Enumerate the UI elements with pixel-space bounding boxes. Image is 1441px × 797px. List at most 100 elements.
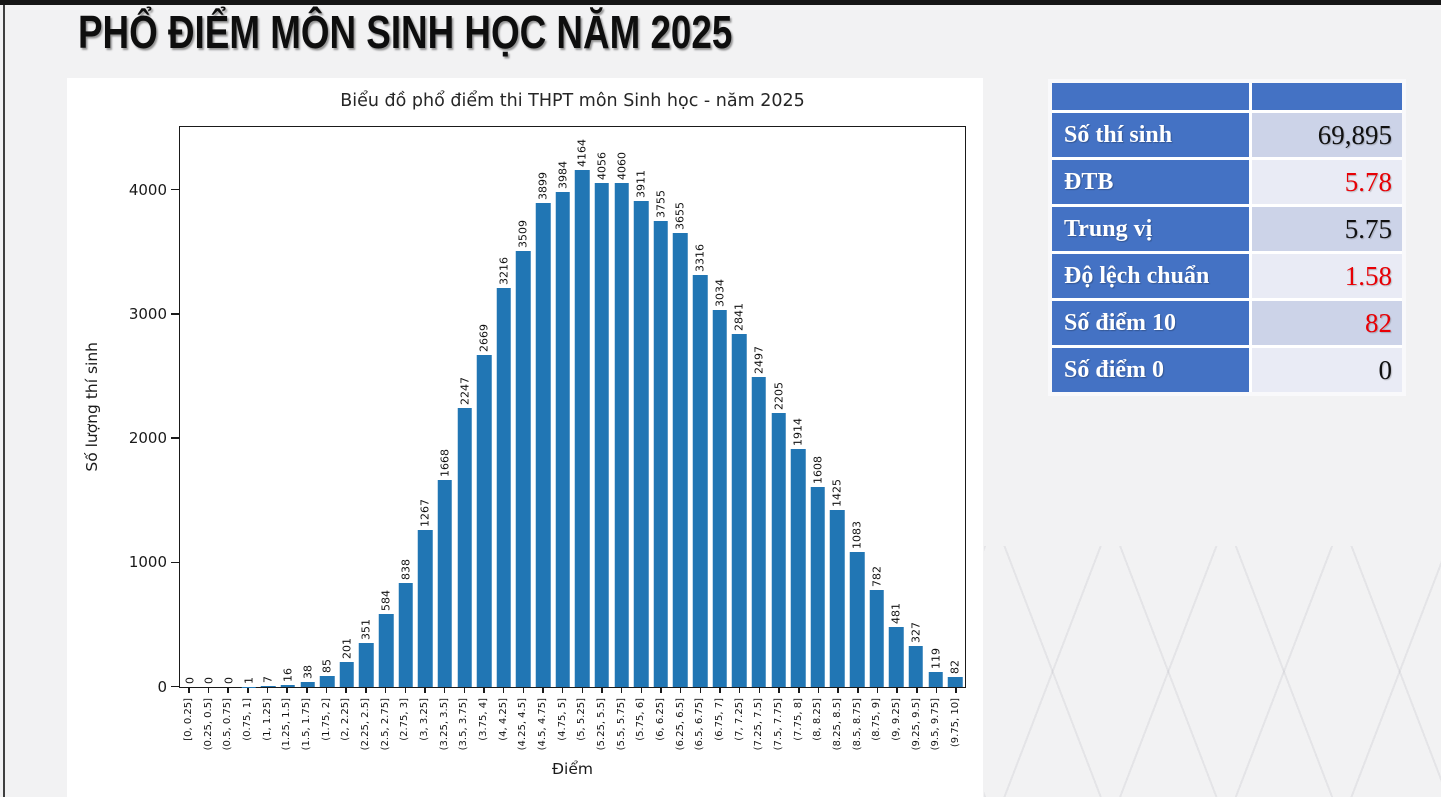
bar	[594, 183, 610, 687]
bar	[790, 449, 806, 687]
bar	[830, 509, 845, 687]
bar-value-label: 0	[202, 677, 216, 684]
left-border-line	[3, 5, 5, 797]
bar-value-label: 82	[948, 659, 962, 674]
bar-slot: 3316	[690, 127, 710, 687]
x-ticklabel: (1.25, 1.5]	[281, 698, 293, 751]
bar	[535, 202, 551, 687]
x-tickmark	[384, 688, 387, 693]
y-ticklabel: 2000	[128, 429, 167, 448]
stats-table: Số thí sinh 69,895 ĐTB 5.78 Trung vị 5.75 Độ l…	[1052, 83, 1402, 392]
x-tickmark	[561, 688, 564, 693]
bar-slot: 0	[180, 127, 200, 687]
bar	[673, 232, 688, 687]
bar-value-label: 584	[379, 590, 393, 612]
bar-slot: 7	[259, 127, 279, 687]
bar-value-label: 1083	[850, 521, 864, 550]
bar-slot: 1425	[828, 127, 848, 687]
x-axis-tickmarks	[179, 688, 966, 694]
bar-value-label: 1267	[418, 498, 432, 527]
bar-slot: 2497	[749, 127, 769, 687]
x-tickmark	[660, 688, 662, 693]
x-tickmark	[345, 688, 347, 693]
chart-title: Biểu đồ phổ điểm thi THPT môn Sinh học -…	[340, 91, 805, 111]
x-tickmark	[483, 688, 485, 693]
bar-value-label: 3755	[654, 189, 668, 218]
bar	[614, 182, 629, 687]
x-ticklabel: (4.75, 5]	[556, 698, 568, 741]
x-ticklabel: (1.75, 2]	[320, 698, 332, 741]
bar-slot: 201	[337, 127, 357, 687]
bar-value-label: 3899	[536, 171, 550, 200]
x-ticklabel-cell: (6.75, 7]	[710, 698, 730, 750]
bar	[810, 487, 826, 687]
background-diamond-pattern	[984, 546, 1441, 797]
bar-slot: 1668	[435, 127, 455, 687]
x-ticklabel-cell: (2.25, 2.5]	[356, 698, 376, 750]
x-tickmark	[188, 688, 190, 693]
y-ticklabel: 3000	[128, 304, 167, 323]
bar-slot: 119	[926, 127, 946, 687]
x-ticklabel: (4.5, 4.75]	[536, 698, 548, 751]
x-ticklabel: (1.5, 1.75]	[300, 698, 312, 751]
bar-value-label: 4060	[615, 151, 629, 180]
bar	[398, 582, 413, 687]
stats-row-value: 1.58	[1252, 254, 1402, 298]
x-ticklabel-cell: (3.75, 4]	[474, 698, 494, 750]
x-tickmark	[620, 688, 623, 693]
stats-row-label: Số thí sinh	[1052, 113, 1249, 157]
y-ticklabel: 4000	[128, 180, 167, 199]
x-tickmark	[935, 688, 938, 693]
bar-slot: 1608	[808, 127, 828, 687]
x-ticklabel: (5.25, 5.5]	[595, 698, 607, 751]
x-ticklabel: (8.5, 8.75]	[851, 698, 863, 751]
y-tickmark	[171, 313, 179, 315]
stats-header-cell	[1252, 83, 1402, 110]
bar-value-label: 327	[909, 622, 923, 644]
bar-slot: 1267	[416, 127, 436, 687]
x-ticklabel: (1, 1.25]	[261, 698, 273, 741]
x-tickmark	[404, 688, 406, 693]
x-ticklabel: (0.5, 0.75]	[222, 698, 234, 751]
bar-slot: 3216	[494, 127, 514, 687]
bar-slot: 351	[357, 127, 377, 687]
x-ticklabel: (7, 7.25]	[733, 698, 745, 741]
x-ticklabel-cell: (7.5, 7.75]	[769, 698, 789, 750]
x-ticklabel-cell: (5.5, 5.75]	[612, 698, 632, 750]
x-ticklabel-cell: (8.25, 8.5]	[828, 698, 848, 750]
x-tickmark	[601, 688, 603, 693]
x-tickmark	[542, 688, 544, 693]
stats-row-label: Số điểm 10	[1052, 301, 1249, 345]
x-tickmark	[424, 688, 426, 693]
bar-value-label: 3655	[673, 201, 687, 230]
bar-value-label: 16	[281, 668, 295, 683]
x-tickmark	[581, 688, 584, 693]
stats-row-value: 82	[1252, 301, 1402, 345]
x-ticklabel-cell: (3.5, 3.75]	[454, 698, 474, 750]
bar-value-label: 782	[870, 565, 884, 587]
x-ticklabel: (2.5, 2.75]	[379, 698, 391, 751]
x-ticklabel: (5.75, 6]	[635, 698, 647, 741]
x-ticklabel-cell: (4.25, 4.5]	[513, 698, 533, 750]
x-tickmark	[955, 688, 957, 693]
x-tickmark	[876, 688, 879, 693]
bar	[712, 310, 727, 687]
x-ticklabel: (3.5, 3.75]	[458, 698, 470, 751]
x-ticklabel: (4, 4.25]	[497, 698, 509, 741]
bar-slot: 2669	[474, 127, 494, 687]
x-ticklabel-cell: (2.5, 2.75]	[376, 698, 396, 750]
bar-value-label: 351	[359, 619, 373, 641]
bar	[457, 407, 472, 687]
bar	[869, 589, 884, 687]
bar-value-label: 3216	[497, 256, 511, 285]
x-ticklabel: (9.25, 9.5]	[910, 698, 922, 751]
x-tickmark	[207, 688, 210, 693]
bar-slot: 2247	[455, 127, 475, 687]
bar-value-label: 119	[929, 648, 943, 670]
bar-value-label: 4056	[595, 152, 609, 181]
bar	[516, 251, 531, 687]
bar-value-label: 7	[261, 676, 275, 684]
x-ticklabel: (3.75, 4]	[477, 698, 489, 741]
x-ticklabel: (7.5, 7.75]	[772, 698, 784, 751]
bar-slot: 481	[887, 127, 907, 687]
